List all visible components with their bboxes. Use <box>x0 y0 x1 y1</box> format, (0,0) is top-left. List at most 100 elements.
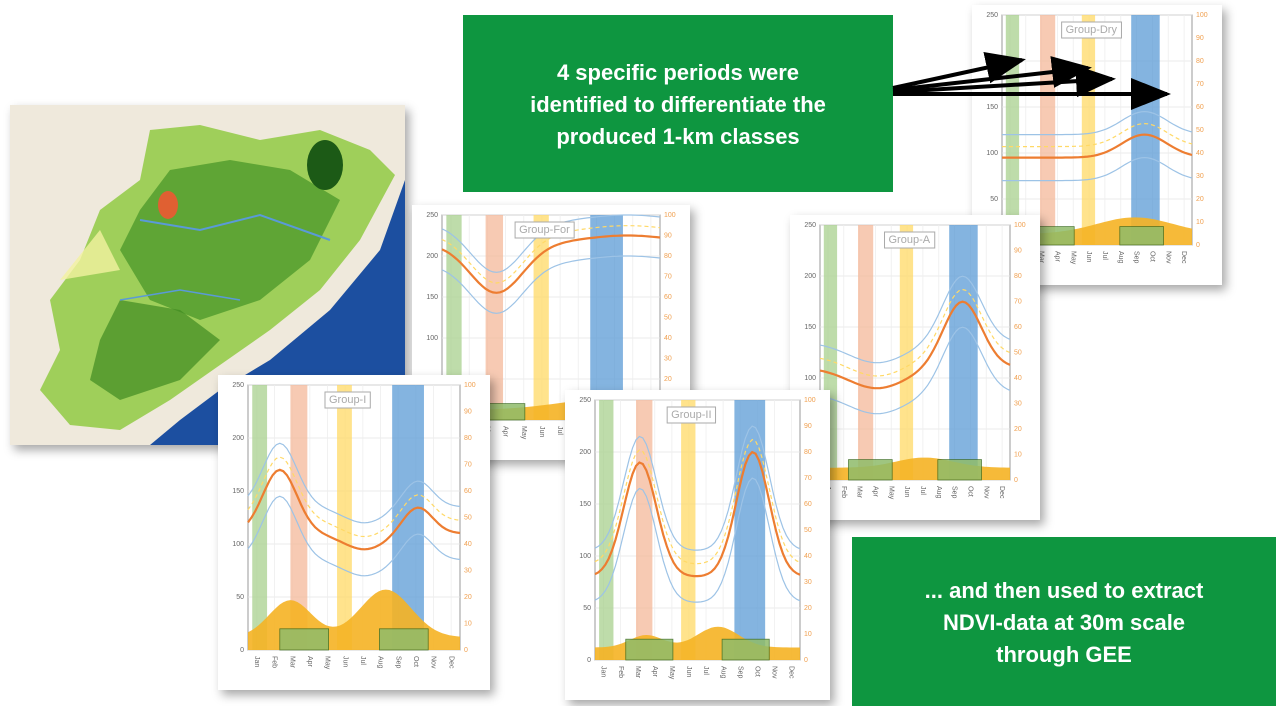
period-band <box>533 215 549 420</box>
curve-lower <box>594 477 801 603</box>
y-tick-label: 200 <box>426 253 438 260</box>
y2-tick-label: 10 <box>1196 219 1204 226</box>
y2-tick-label: 60 <box>804 501 812 508</box>
y-tick-label: 100 <box>579 553 591 560</box>
x-tick-label: Apr <box>502 426 509 438</box>
period-band <box>446 215 462 420</box>
y-tick-label: 0 <box>240 647 244 654</box>
y2-tick-label: 100 <box>1196 12 1208 19</box>
x-tick-label: May <box>887 486 894 500</box>
y-tick-label: 250 <box>579 397 591 404</box>
curve-upper <box>1002 110 1193 136</box>
y-tick-label: 100 <box>232 541 244 548</box>
panel-label: Group-A <box>889 234 931 246</box>
hatch-block <box>721 638 770 661</box>
curve-upper <box>594 425 801 551</box>
x-tick-label: Apr <box>651 666 658 678</box>
hatch-block <box>1119 226 1164 246</box>
y2-tick-label: 50 <box>664 314 672 321</box>
y-tick-label: 250 <box>804 222 816 229</box>
y2-tick-label: 20 <box>1196 196 1204 203</box>
y2-tick-label: 50 <box>1014 349 1022 356</box>
y2-tick-label: 30 <box>464 567 472 574</box>
x-tick-label: Dec <box>788 666 795 679</box>
curve-mean <box>247 468 461 551</box>
y2-tick-label: 20 <box>804 605 812 612</box>
curve-mean <box>441 234 661 294</box>
y-tick-label: 0 <box>587 657 591 664</box>
y2-tick-label: 20 <box>664 376 672 383</box>
period-band <box>590 215 623 420</box>
period-band <box>1131 15 1160 245</box>
y2-tick-label: 20 <box>1014 426 1022 433</box>
y-tick-label: 150 <box>426 294 438 301</box>
callout-bottom: ... and then used to extract NDVI-data a… <box>852 537 1276 706</box>
x-tick-label: Jul <box>1101 251 1108 260</box>
panel-label-frame <box>514 221 575 239</box>
hatch-block <box>279 628 329 651</box>
curve-upper <box>819 275 1011 364</box>
y2-tick-label: 10 <box>464 620 472 627</box>
y-tick-label: 50 <box>583 605 591 612</box>
callout-box <box>463 15 893 192</box>
x-tick-label: Aug <box>719 666 726 679</box>
hatch-block <box>379 628 429 651</box>
y2-tick-label: 80 <box>804 449 812 456</box>
y-tick-label: 100 <box>804 375 816 382</box>
y2-tick-label: 60 <box>664 294 672 301</box>
y-tick-label: 200 <box>804 273 816 280</box>
map <box>10 105 405 445</box>
period-band <box>636 400 653 660</box>
y2-tick-label: 60 <box>1014 324 1022 331</box>
panel-label: Group-For <box>519 224 570 236</box>
x-tick-label: Feb <box>840 486 847 498</box>
panel-label-frame <box>324 391 371 409</box>
y2-tick-label: 30 <box>1196 173 1204 180</box>
y2-tick-label: 0 <box>804 657 808 664</box>
x-tick-label: Sep <box>736 666 743 679</box>
arrow <box>892 56 1092 92</box>
curve-lower <box>247 495 461 577</box>
y2-tick-label: 100 <box>1014 222 1026 229</box>
hatch-block <box>625 638 674 661</box>
x-tick-label: Jul <box>702 666 709 675</box>
y2-tick-label: 40 <box>664 335 672 342</box>
callout-text: through GEE <box>996 642 1132 667</box>
period-band <box>599 400 614 660</box>
x-tick-label: Feb <box>617 666 624 678</box>
curve-lower <box>441 255 661 314</box>
x-tick-label: Sep <box>951 486 958 499</box>
x-tick-label: Jul <box>556 426 563 435</box>
arrow <box>892 65 1116 98</box>
callout-box <box>852 537 1276 706</box>
panel-label-frame <box>884 231 936 249</box>
y2-tick-label: 80 <box>664 253 672 260</box>
period-band <box>681 400 696 660</box>
y2-tick-label: 70 <box>804 475 812 482</box>
y-tick-label: 50 <box>990 196 998 203</box>
period-band <box>485 215 504 420</box>
y-tick-label: 150 <box>986 104 998 111</box>
curve-dashed <box>1002 122 1193 148</box>
x-tick-label: Oct <box>1149 251 1156 262</box>
y2-tick-label: 40 <box>1196 150 1204 157</box>
y2-tick-label: 0 <box>464 647 468 654</box>
y2-tick-label: 90 <box>464 408 472 415</box>
x-tick-label: Dec <box>998 486 1005 499</box>
panel-label: Group-II <box>671 409 711 421</box>
curve-mean <box>1002 133 1193 159</box>
y2-tick-label: 10 <box>1014 451 1022 458</box>
callout-text: produced 1-km classes <box>556 124 799 149</box>
x-tick-label: Oct <box>753 666 760 677</box>
x-tick-label: Sep <box>394 656 401 669</box>
x-tick-label: Apr <box>1054 251 1061 263</box>
plot-frame <box>594 399 801 661</box>
y2-tick-label: 40 <box>1014 375 1022 382</box>
y2-tick-label: 0 <box>1196 242 1200 249</box>
curve-lower <box>1002 156 1193 182</box>
arrow <box>892 52 1026 90</box>
y2-tick-label: 60 <box>1196 104 1204 111</box>
y2-tick-label: 90 <box>1196 35 1204 42</box>
panel-label: Group-Dry <box>1066 24 1118 36</box>
